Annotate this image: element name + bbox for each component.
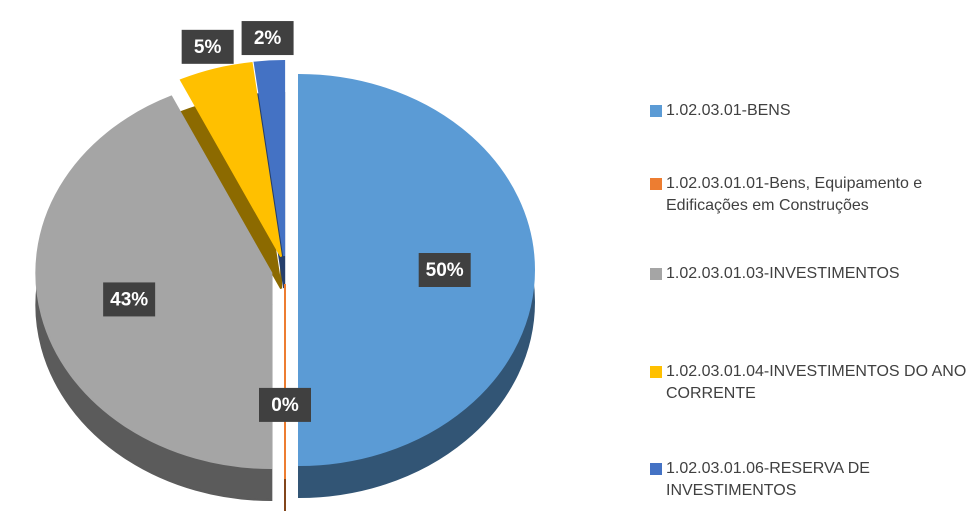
- data-label-box: [241, 21, 294, 56]
- legend-swatch: [650, 366, 662, 378]
- slice: [35, 95, 273, 470]
- legend-swatch: [650, 268, 662, 280]
- legend-swatch: [650, 463, 662, 475]
- data-label: 5%: [194, 37, 222, 58]
- data-labels: 50% 0% 43% 5% 2%: [103, 21, 471, 422]
- data-label-box: [259, 387, 311, 422]
- data-label-box: [181, 29, 234, 64]
- legend-swatch: [650, 105, 662, 117]
- legend-item: 1.02.03.01.04-INVESTIMENTOS DO ANO CORRE…: [650, 361, 973, 405]
- data-label: 0%: [271, 395, 299, 416]
- legend-label: 1.02.03.01-BENS: [666, 102, 791, 119]
- legend-label: 1.02.03.01.06-RESERVA DE INVESTIMENTOS: [666, 460, 870, 499]
- legend-label: 1.02.03.01.04-INVESTIMENTOS DO ANO CORRE…: [666, 363, 967, 402]
- legend-item: 1.02.03.01.03-INVESTIMENTOS: [650, 263, 973, 285]
- legend-item: 1.02.03.01.06-RESERVA DE INVESTIMENTOS: [650, 458, 973, 502]
- slice-tops: [35, 60, 535, 479]
- data-label: 43%: [110, 289, 148, 310]
- legend-label: 1.02.03.01.01-Bens, Equipamento e Edific…: [666, 175, 923, 214]
- data-label-box: [418, 253, 471, 287]
- slice: [298, 73, 535, 467]
- legend-item: 1.02.03.01.01-Bens, Equipamento e Edific…: [650, 173, 973, 217]
- data-label: 2%: [254, 28, 282, 49]
- slice-side-edge: [283, 256, 286, 289]
- pie-area: 50% 0% 43% 5% 2%: [35, 21, 535, 511]
- legend-item: 1.02.03.01-BENS: [650, 100, 973, 122]
- slice: [179, 61, 283, 258]
- legend-label: 1.02.03.01.03-INVESTIMENTOS: [666, 265, 900, 282]
- data-label: 50%: [426, 260, 464, 281]
- legend-swatch: [650, 178, 662, 190]
- slice: [253, 60, 286, 257]
- data-label-box: [103, 282, 156, 317]
